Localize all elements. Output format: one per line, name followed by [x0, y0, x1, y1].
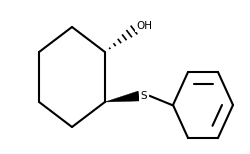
Text: S: S: [141, 91, 147, 101]
Text: OH: OH: [136, 21, 152, 31]
Polygon shape: [105, 91, 140, 102]
